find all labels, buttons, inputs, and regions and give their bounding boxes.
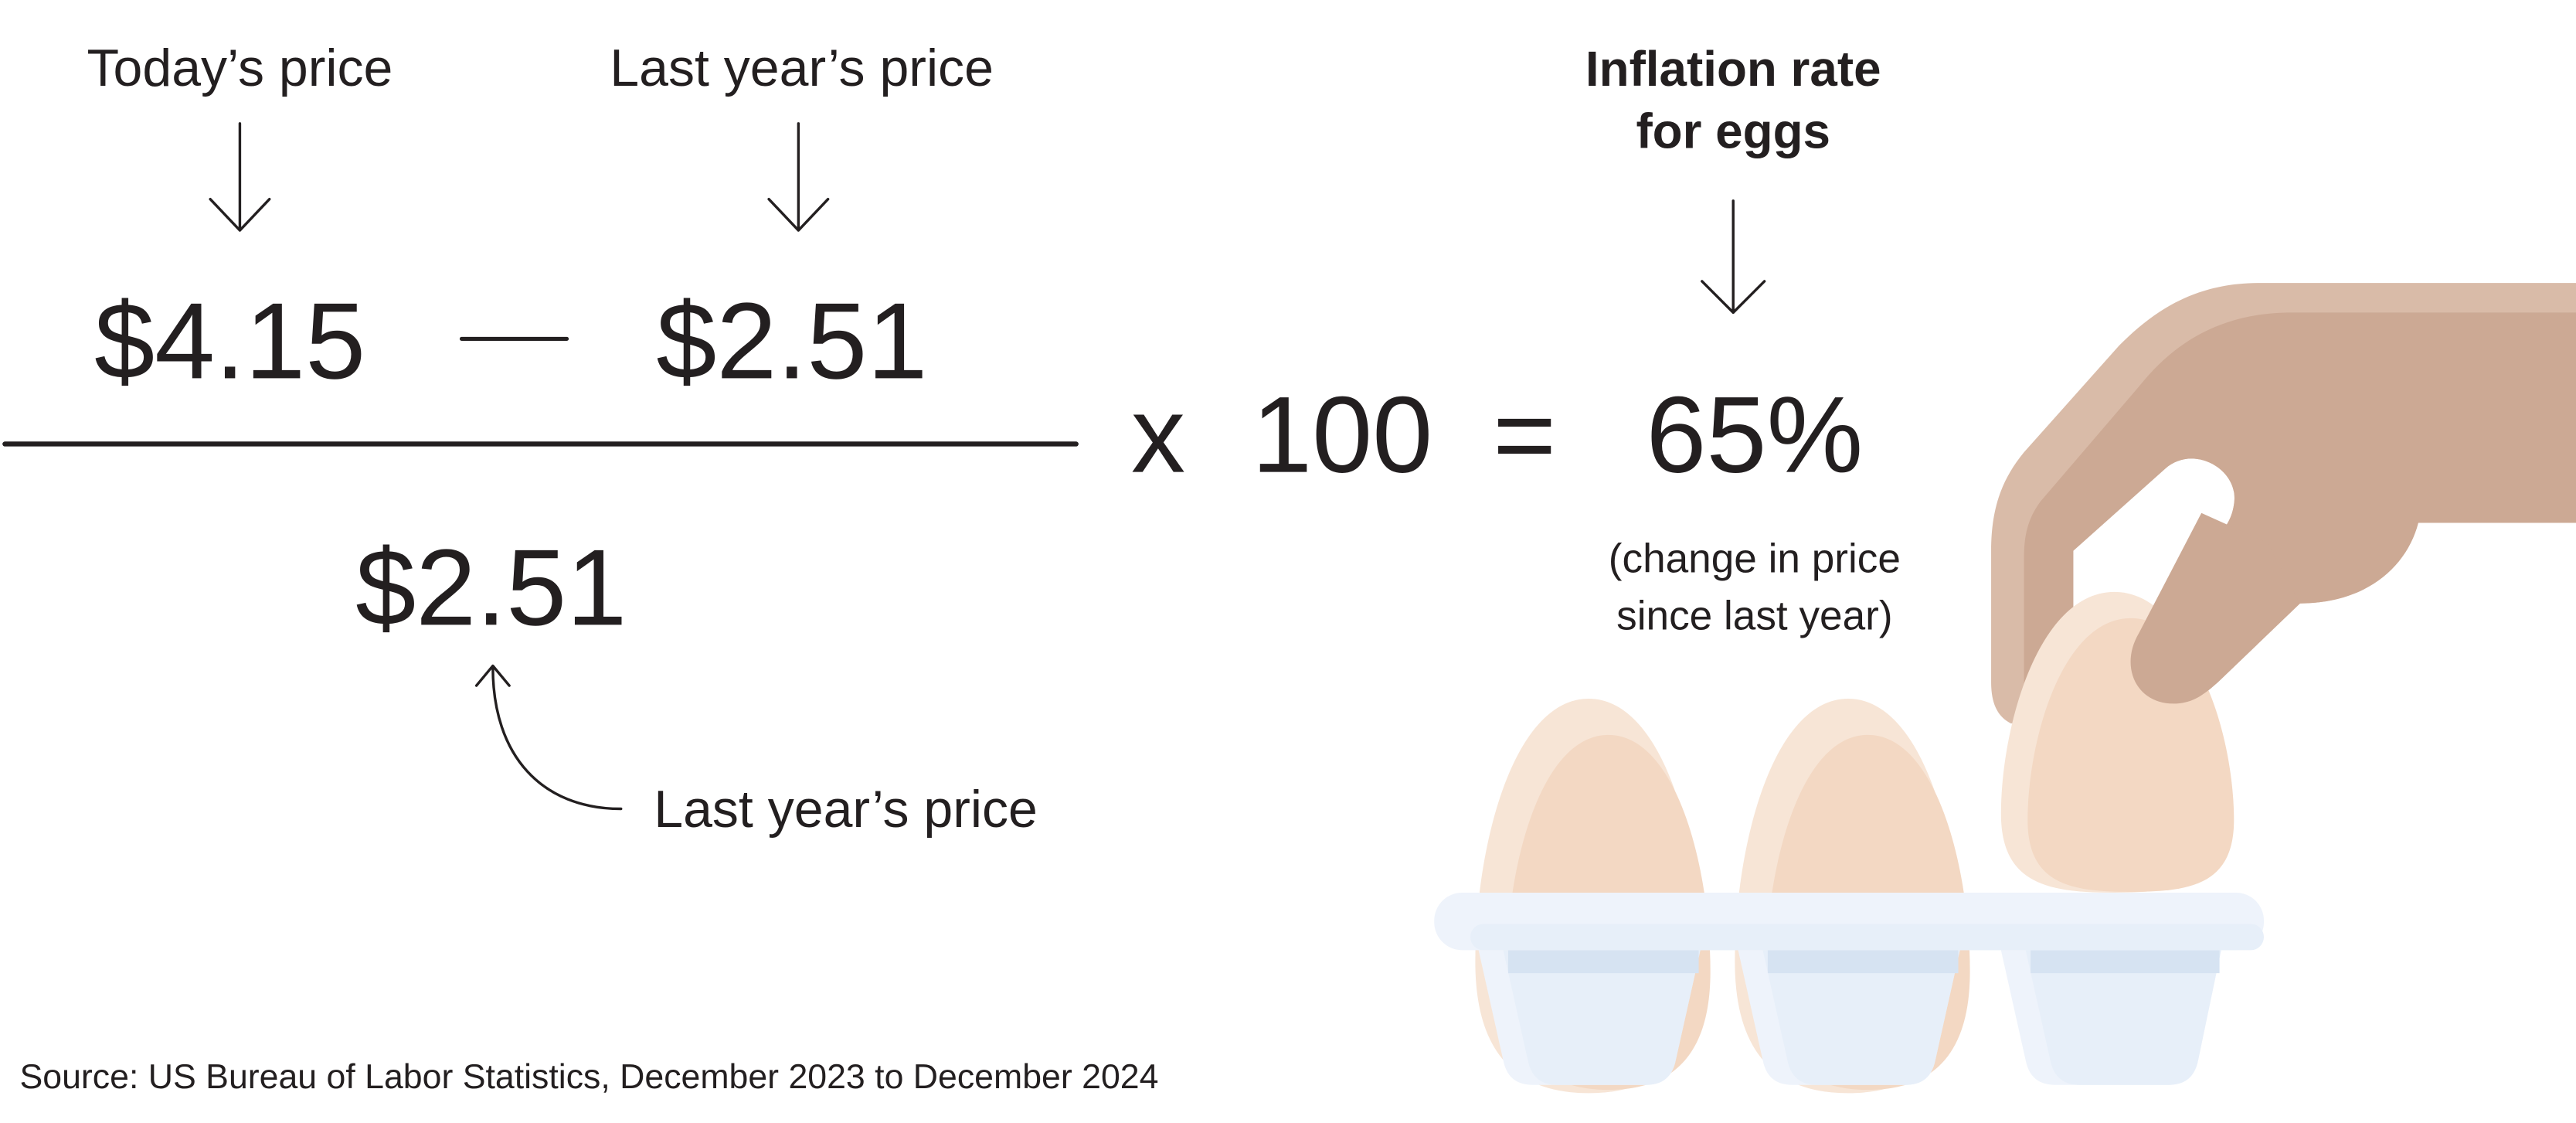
- todays-price-label: Today’s price: [87, 39, 393, 97]
- arrow-down-icon: [1701, 199, 1766, 315]
- times-sign: x: [1131, 374, 1185, 495]
- result-note-line1: (change in price: [1609, 536, 1901, 581]
- result-value: 65%: [1646, 374, 1863, 495]
- result-note-line2: since last year): [1616, 594, 1892, 639]
- last-years-price-label-bottom: Last year’s price: [654, 780, 1038, 839]
- todays-price-value: $4.15: [94, 280, 365, 401]
- curved-arrow-up-icon: [474, 664, 623, 811]
- denominator-value: $2.51: [355, 526, 627, 648]
- last-years-price-value: $2.51: [656, 280, 927, 401]
- multiplier-value: 100: [1252, 374, 1432, 495]
- equals-sign: =: [1493, 374, 1556, 495]
- arrow-down-icon: [209, 122, 271, 232]
- result-label-line2: for eggs: [1636, 104, 1830, 159]
- last-years-price-label-top: Last year’s price: [610, 39, 994, 97]
- arrow-down-icon: [767, 122, 830, 232]
- hand-picking-egg-from-carton-icon: [1434, 283, 2576, 1094]
- finger: [2130, 512, 2300, 704]
- egg-carton: [1434, 892, 2265, 1085]
- result-label-line1: Inflation rate: [1585, 41, 1881, 97]
- source-note: Source: US Bureau of Labor Statistics, D…: [20, 1058, 1159, 1096]
